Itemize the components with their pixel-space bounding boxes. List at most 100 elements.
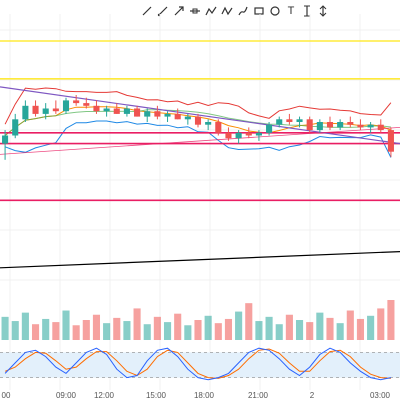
text-icon: T xyxy=(287,5,295,17)
circle-icon xyxy=(270,6,280,16)
stochastic-d-line xyxy=(4,348,391,379)
brush-tool[interactable] xyxy=(236,4,250,18)
volume-bar xyxy=(255,321,263,340)
arrow-tool[interactable] xyxy=(172,4,186,18)
candle[interactable] xyxy=(113,103,120,114)
candle-body xyxy=(194,116,202,125)
candle[interactable] xyxy=(42,103,49,120)
candle[interactable] xyxy=(296,116,303,128)
candle[interactable] xyxy=(2,130,9,160)
candle-body xyxy=(316,122,323,131)
candle-body xyxy=(42,108,49,114)
zigzag-tool[interactable] xyxy=(220,4,234,18)
volume-bar xyxy=(194,320,202,340)
volume-bar xyxy=(1,316,9,340)
candle[interactable] xyxy=(266,122,273,136)
candle[interactable] xyxy=(83,97,90,109)
candle-body xyxy=(235,132,242,139)
candle[interactable] xyxy=(276,116,283,128)
zigzag-icon xyxy=(221,6,233,16)
candle-body xyxy=(205,122,212,125)
trend-line-tool[interactable] xyxy=(140,4,154,18)
candle[interactable] xyxy=(22,100,29,122)
candle-body xyxy=(12,119,19,136)
volume-bar xyxy=(163,322,172,340)
volume-bar xyxy=(52,322,60,340)
candle[interactable] xyxy=(357,119,364,131)
candle[interactable] xyxy=(174,108,181,120)
volume-bar xyxy=(377,308,385,340)
volume-bar xyxy=(265,316,273,340)
measure-icon xyxy=(319,5,327,17)
horizontal-line-tool[interactable] xyxy=(188,4,202,18)
candle-body xyxy=(62,100,70,112)
price-range-tool[interactable] xyxy=(300,4,314,18)
path-tool[interactable] xyxy=(204,4,218,18)
volume-bar xyxy=(336,323,344,340)
candle[interactable] xyxy=(225,127,232,141)
volume-bar xyxy=(153,316,161,340)
volume-bar xyxy=(184,325,192,340)
text-tool[interactable]: T xyxy=(284,4,298,18)
measure-tool[interactable] xyxy=(316,4,330,18)
candle[interactable] xyxy=(337,119,344,131)
candle[interactable] xyxy=(235,130,242,144)
candle[interactable] xyxy=(62,97,70,114)
x-tick-label: 18:00 xyxy=(194,391,215,400)
bollinger-upper-band xyxy=(4,87,392,125)
candle[interactable] xyxy=(73,95,80,106)
volume-bar xyxy=(204,315,212,340)
x-tick-label: 09:00 xyxy=(56,391,77,400)
candle-body xyxy=(286,119,293,122)
candle[interactable] xyxy=(103,105,110,117)
candle[interactable] xyxy=(316,119,323,133)
candle[interactable] xyxy=(134,105,141,117)
candle-body xyxy=(225,132,232,139)
candle[interactable] xyxy=(347,116,354,128)
volume-bar xyxy=(285,314,293,340)
rectangle-tool[interactable] xyxy=(252,4,266,18)
volume-bar xyxy=(346,310,354,340)
volume-bar xyxy=(235,311,243,340)
candle[interactable] xyxy=(32,100,39,117)
candle[interactable] xyxy=(255,130,262,141)
candle[interactable] xyxy=(387,127,394,158)
downtrend-channel-line xyxy=(0,86,400,145)
candle-body xyxy=(83,103,90,106)
candle-body xyxy=(255,132,262,136)
candle-body xyxy=(337,122,344,128)
candle[interactable] xyxy=(326,116,334,131)
candle[interactable] xyxy=(12,113,19,139)
candle[interactable] xyxy=(286,113,293,125)
candle[interactable] xyxy=(184,113,191,125)
candle-body xyxy=(103,108,110,112)
x-tick-label: 15:00 xyxy=(146,391,167,400)
candle[interactable] xyxy=(194,113,202,128)
candle-body xyxy=(387,130,394,152)
volume-bar xyxy=(245,303,253,340)
x-tick-label: 03:00 xyxy=(370,391,391,400)
candle[interactable] xyxy=(215,119,222,136)
candle[interactable] xyxy=(377,119,384,133)
candle[interactable] xyxy=(245,127,252,139)
candle[interactable] xyxy=(144,108,151,123)
x-tick-label: 12:00 xyxy=(94,391,115,400)
volume-bar xyxy=(143,324,151,340)
candle[interactable] xyxy=(123,105,130,117)
candle[interactable] xyxy=(154,105,161,120)
candle-body xyxy=(326,122,334,128)
ellipse-tool[interactable] xyxy=(268,4,282,18)
candle[interactable] xyxy=(306,116,313,133)
stochastic-k-line xyxy=(4,347,392,381)
volume-bar xyxy=(92,314,101,340)
candle[interactable] xyxy=(93,100,100,114)
candle-body xyxy=(367,124,374,128)
candle[interactable] xyxy=(52,100,59,114)
candle[interactable] xyxy=(205,119,212,131)
candle-body xyxy=(134,108,141,117)
volume-bar xyxy=(62,310,70,340)
candle[interactable] xyxy=(164,111,171,122)
candle[interactable] xyxy=(367,122,374,133)
